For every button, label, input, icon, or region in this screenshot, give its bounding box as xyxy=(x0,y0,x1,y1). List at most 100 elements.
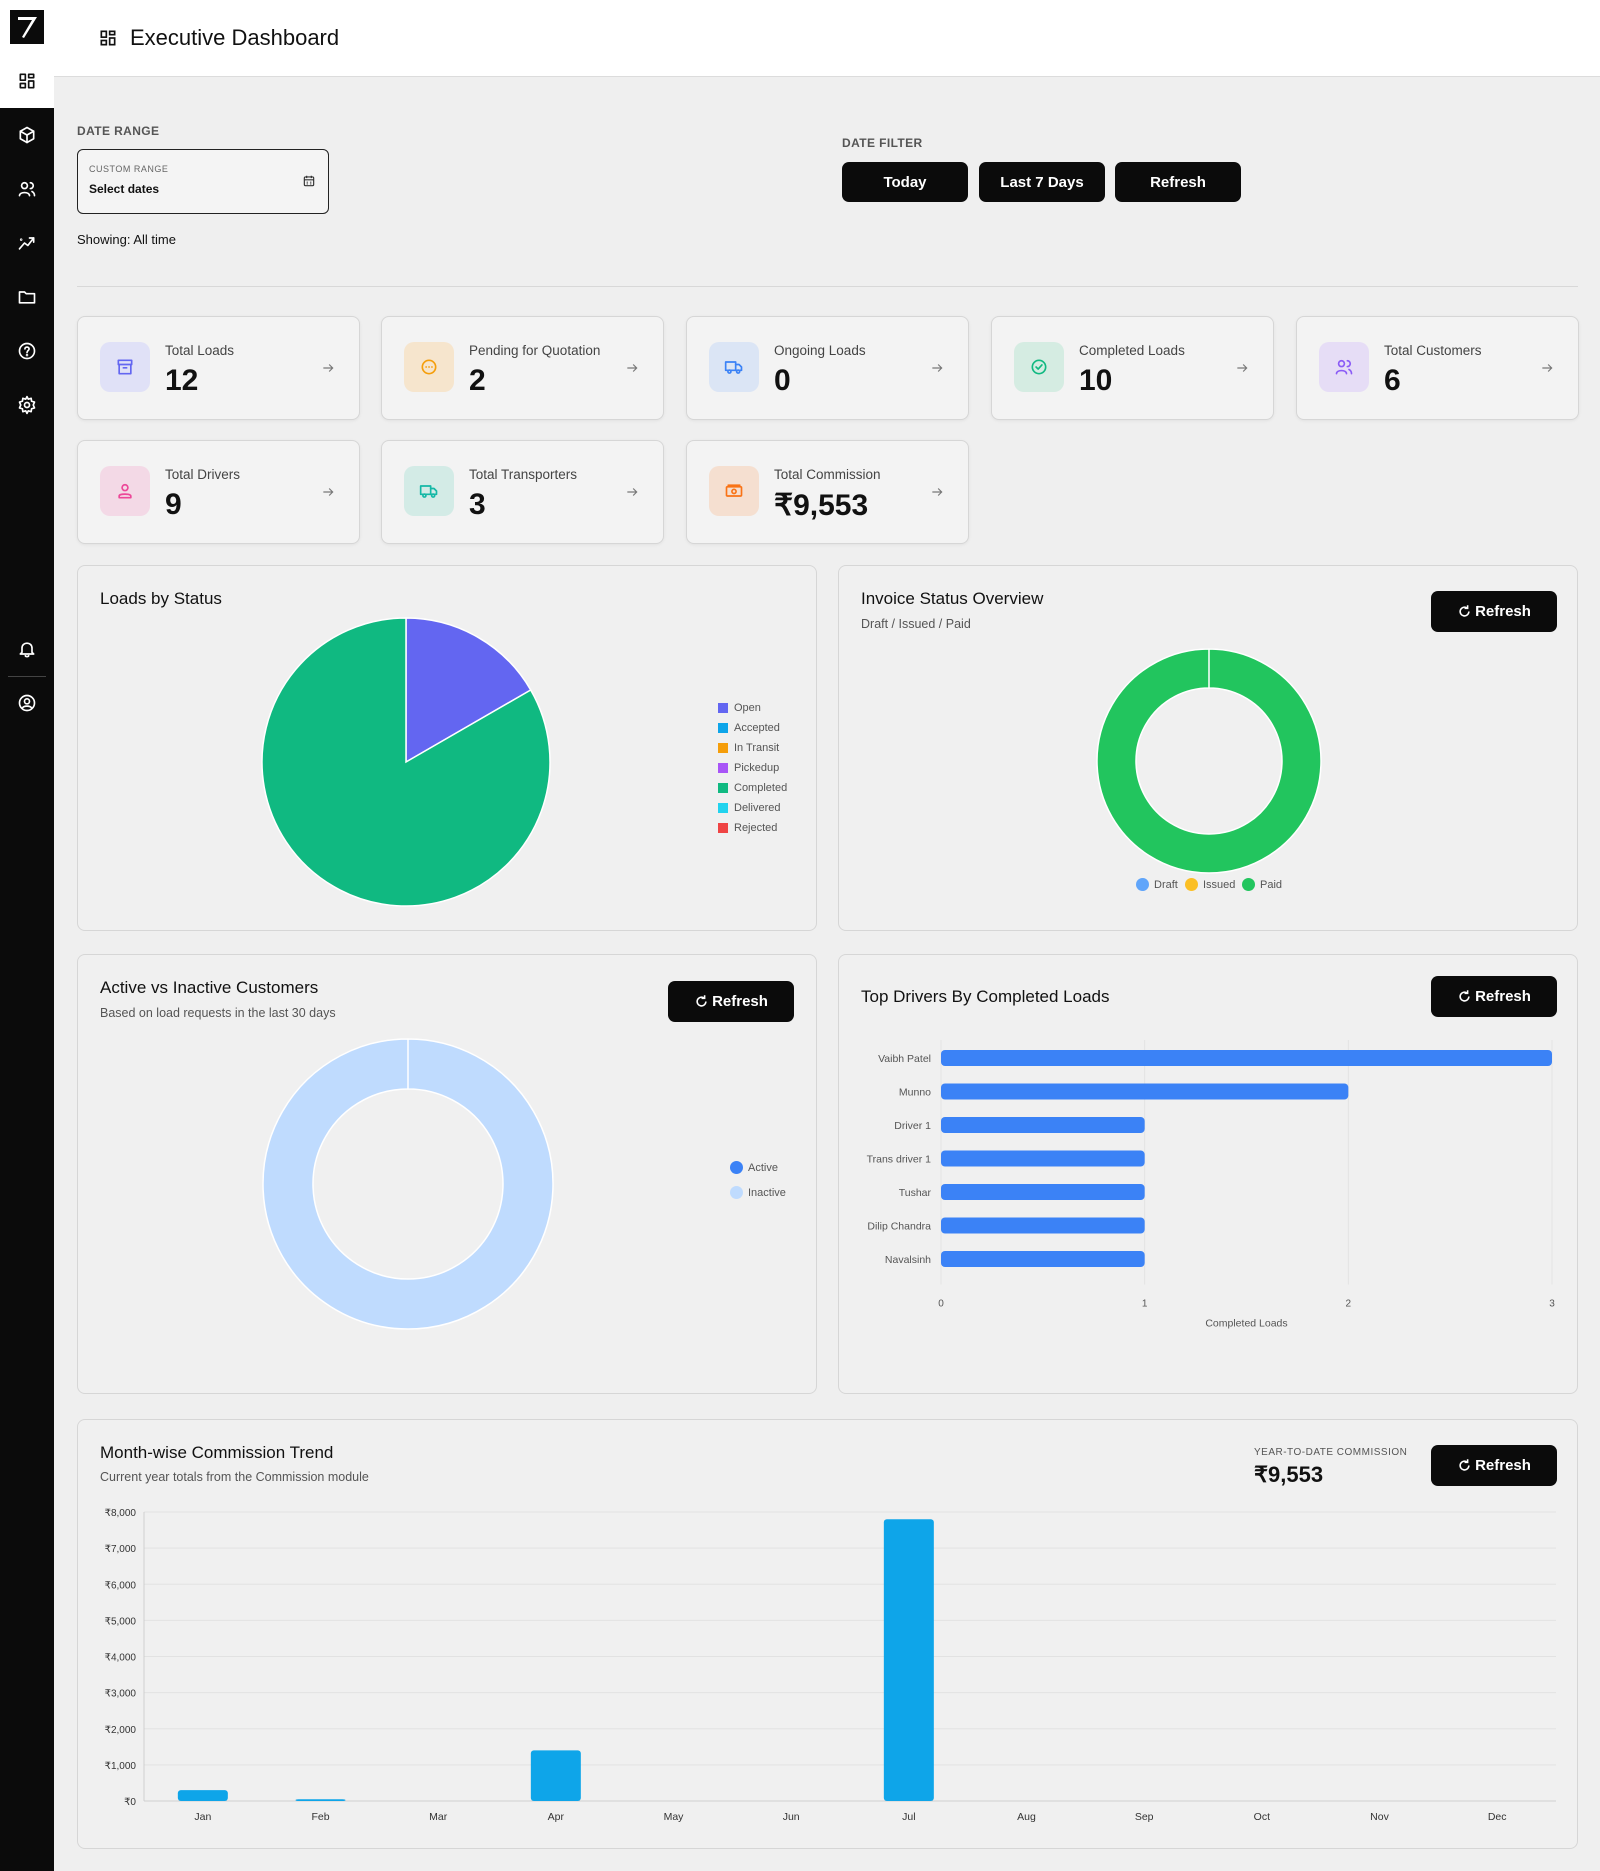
gear-icon xyxy=(18,395,36,415)
stat-card-ongoing-loads[interactable]: Ongoing Loads 0 xyxy=(686,316,969,420)
customers-slice-inactive[interactable] xyxy=(262,1038,554,1330)
invoice-slice-paid[interactable] xyxy=(1096,648,1322,874)
refresh-label: Refresh xyxy=(1475,603,1531,620)
truck-icon xyxy=(419,485,438,498)
bar[interactable] xyxy=(941,1150,1145,1167)
y-tick-label: ₹2,000 xyxy=(105,1725,137,1736)
legend-item[interactable]: Pickedup xyxy=(718,762,779,774)
legend-label: Completed xyxy=(734,782,788,794)
user-circle-icon xyxy=(18,694,36,712)
panel-title: Loads by Status xyxy=(100,589,222,608)
bar[interactable] xyxy=(530,1750,581,1801)
bar[interactable] xyxy=(177,1790,228,1801)
nav-help[interactable] xyxy=(0,324,54,378)
bar[interactable] xyxy=(941,1251,1145,1267)
stat-icon-wrap xyxy=(709,466,759,516)
arrow-right-icon xyxy=(323,364,334,372)
nav-dashboard[interactable] xyxy=(0,54,54,108)
ytd-value: ₹9,553 xyxy=(1254,1462,1324,1487)
legend-swatch xyxy=(730,1186,743,1199)
stat-label: Total Drivers xyxy=(165,467,241,482)
stat-card-pending-quotation[interactable]: Pending for Quotation 2 xyxy=(381,316,664,420)
invoice-refresh-button[interactable]: Refresh xyxy=(1431,591,1557,632)
stat-label: Ongoing Loads xyxy=(774,343,866,358)
legend-item[interactable]: Paid xyxy=(1242,878,1282,891)
nav-users[interactable] xyxy=(0,162,54,216)
x-tick-label: Aug xyxy=(1017,1811,1036,1823)
stat-card-completed-loads[interactable]: Completed Loads 10 xyxy=(991,316,1274,420)
nav-analytics[interactable] xyxy=(0,216,54,270)
legend-item[interactable]: Rejected xyxy=(718,822,777,834)
users-icon xyxy=(1335,359,1353,375)
last-7-days-button[interactable]: Last 7 Days xyxy=(979,162,1105,202)
legend-label: Pickedup xyxy=(734,762,780,774)
nav-loads[interactable] xyxy=(0,108,54,162)
legend-item[interactable]: Issued xyxy=(1185,878,1235,891)
y-tick-label: ₹3,000 xyxy=(105,1689,137,1700)
stat-card-total-transporters[interactable]: Total Transporters 3 xyxy=(381,440,664,544)
arrow-right-icon xyxy=(1542,364,1553,372)
legend-swatch xyxy=(1136,878,1149,891)
nav-profile[interactable] xyxy=(0,676,54,730)
nav-settings[interactable] xyxy=(0,378,54,432)
stat-card-total-commission[interactable]: Total Commission ₹9,553 xyxy=(686,440,969,544)
bar[interactable] xyxy=(941,1184,1145,1200)
stat-icon-wrap xyxy=(100,466,150,516)
stat-value: 10 xyxy=(1079,364,1113,397)
x-tick-label: Sep xyxy=(1135,1811,1154,1823)
nav-notifications[interactable] xyxy=(0,622,54,676)
filter-refresh-button[interactable]: Refresh xyxy=(1115,162,1241,202)
legend-item[interactable]: Delivered xyxy=(718,802,780,814)
today-button[interactable]: Today xyxy=(842,162,968,202)
nav-documents[interactable] xyxy=(0,270,54,324)
drivers-refresh-button[interactable]: Refresh xyxy=(1431,976,1557,1017)
legend-label: Accepted xyxy=(734,722,780,734)
bar[interactable] xyxy=(295,1799,346,1801)
arrow-right-icon xyxy=(932,488,943,496)
legend-item[interactable]: Open xyxy=(718,702,761,714)
clock-dots-icon xyxy=(421,359,437,375)
bar[interactable] xyxy=(941,1083,1349,1100)
legend-item[interactable]: Active xyxy=(730,1161,778,1174)
dashboard-icon xyxy=(19,73,35,89)
stat-card-total-drivers[interactable]: Total Drivers 9 xyxy=(77,440,360,544)
arrow-right-icon xyxy=(932,364,943,372)
legend-item[interactable]: Inactive xyxy=(730,1186,786,1199)
legend-item[interactable]: In Transit xyxy=(718,742,779,754)
legend-item[interactable]: Draft xyxy=(1136,878,1178,891)
loads-slice-open[interactable] xyxy=(405,617,532,764)
stat-value: 3 xyxy=(469,488,486,521)
legend-item[interactable]: Completed xyxy=(718,782,787,794)
calendar-icon xyxy=(303,175,315,187)
legend-label: Draft xyxy=(1154,878,1178,891)
bar[interactable] xyxy=(941,1217,1145,1234)
bar[interactable] xyxy=(883,1519,934,1801)
legend-swatch xyxy=(1185,878,1198,891)
stat-card-total-loads[interactable]: Total Loads 12 xyxy=(77,316,360,420)
loads-slice-completed[interactable] xyxy=(261,617,551,907)
showing-text: Showing: All time xyxy=(77,232,176,247)
custom-range-picker[interactable]: CUSTOM RANGE Select dates xyxy=(77,149,329,214)
legend-item[interactable]: Accepted xyxy=(718,722,780,734)
stat-card-total-customers[interactable]: Total Customers 6 xyxy=(1296,316,1579,420)
y-tick-label: ₹1,000 xyxy=(105,1761,137,1772)
page-header: Executive Dashboard xyxy=(54,0,1600,77)
commission-refresh-button[interactable]: Refresh xyxy=(1431,1445,1557,1486)
sidebar xyxy=(0,0,54,1871)
custom-range-label: CUSTOM RANGE xyxy=(89,164,169,174)
help-icon xyxy=(18,342,36,360)
legend-swatch xyxy=(718,763,728,773)
bar[interactable] xyxy=(941,1050,1552,1066)
legend-label: Rejected xyxy=(734,822,778,834)
legend-label: Inactive xyxy=(748,1186,786,1199)
refresh-icon xyxy=(1459,990,1470,1002)
app-logo[interactable] xyxy=(0,0,54,54)
stat-value: 6 xyxy=(1384,364,1401,397)
stat-value: 12 xyxy=(165,364,199,397)
legend-swatch xyxy=(718,803,728,813)
loads-status-pie xyxy=(261,617,551,907)
y-category-label: Tushar xyxy=(899,1187,932,1199)
customers-refresh-button[interactable]: Refresh xyxy=(668,981,794,1022)
legend-label: In Transit xyxy=(734,742,780,754)
bar[interactable] xyxy=(941,1117,1145,1133)
